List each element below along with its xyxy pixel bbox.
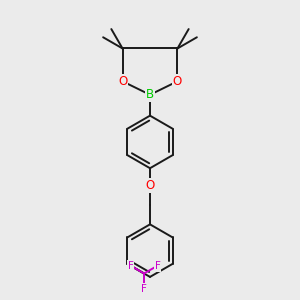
Text: F: F xyxy=(128,261,134,271)
Text: O: O xyxy=(146,179,154,192)
Text: F: F xyxy=(141,284,147,294)
Text: B: B xyxy=(146,88,154,101)
Text: O: O xyxy=(173,75,182,88)
Text: O: O xyxy=(118,75,127,88)
Text: F: F xyxy=(154,261,160,271)
